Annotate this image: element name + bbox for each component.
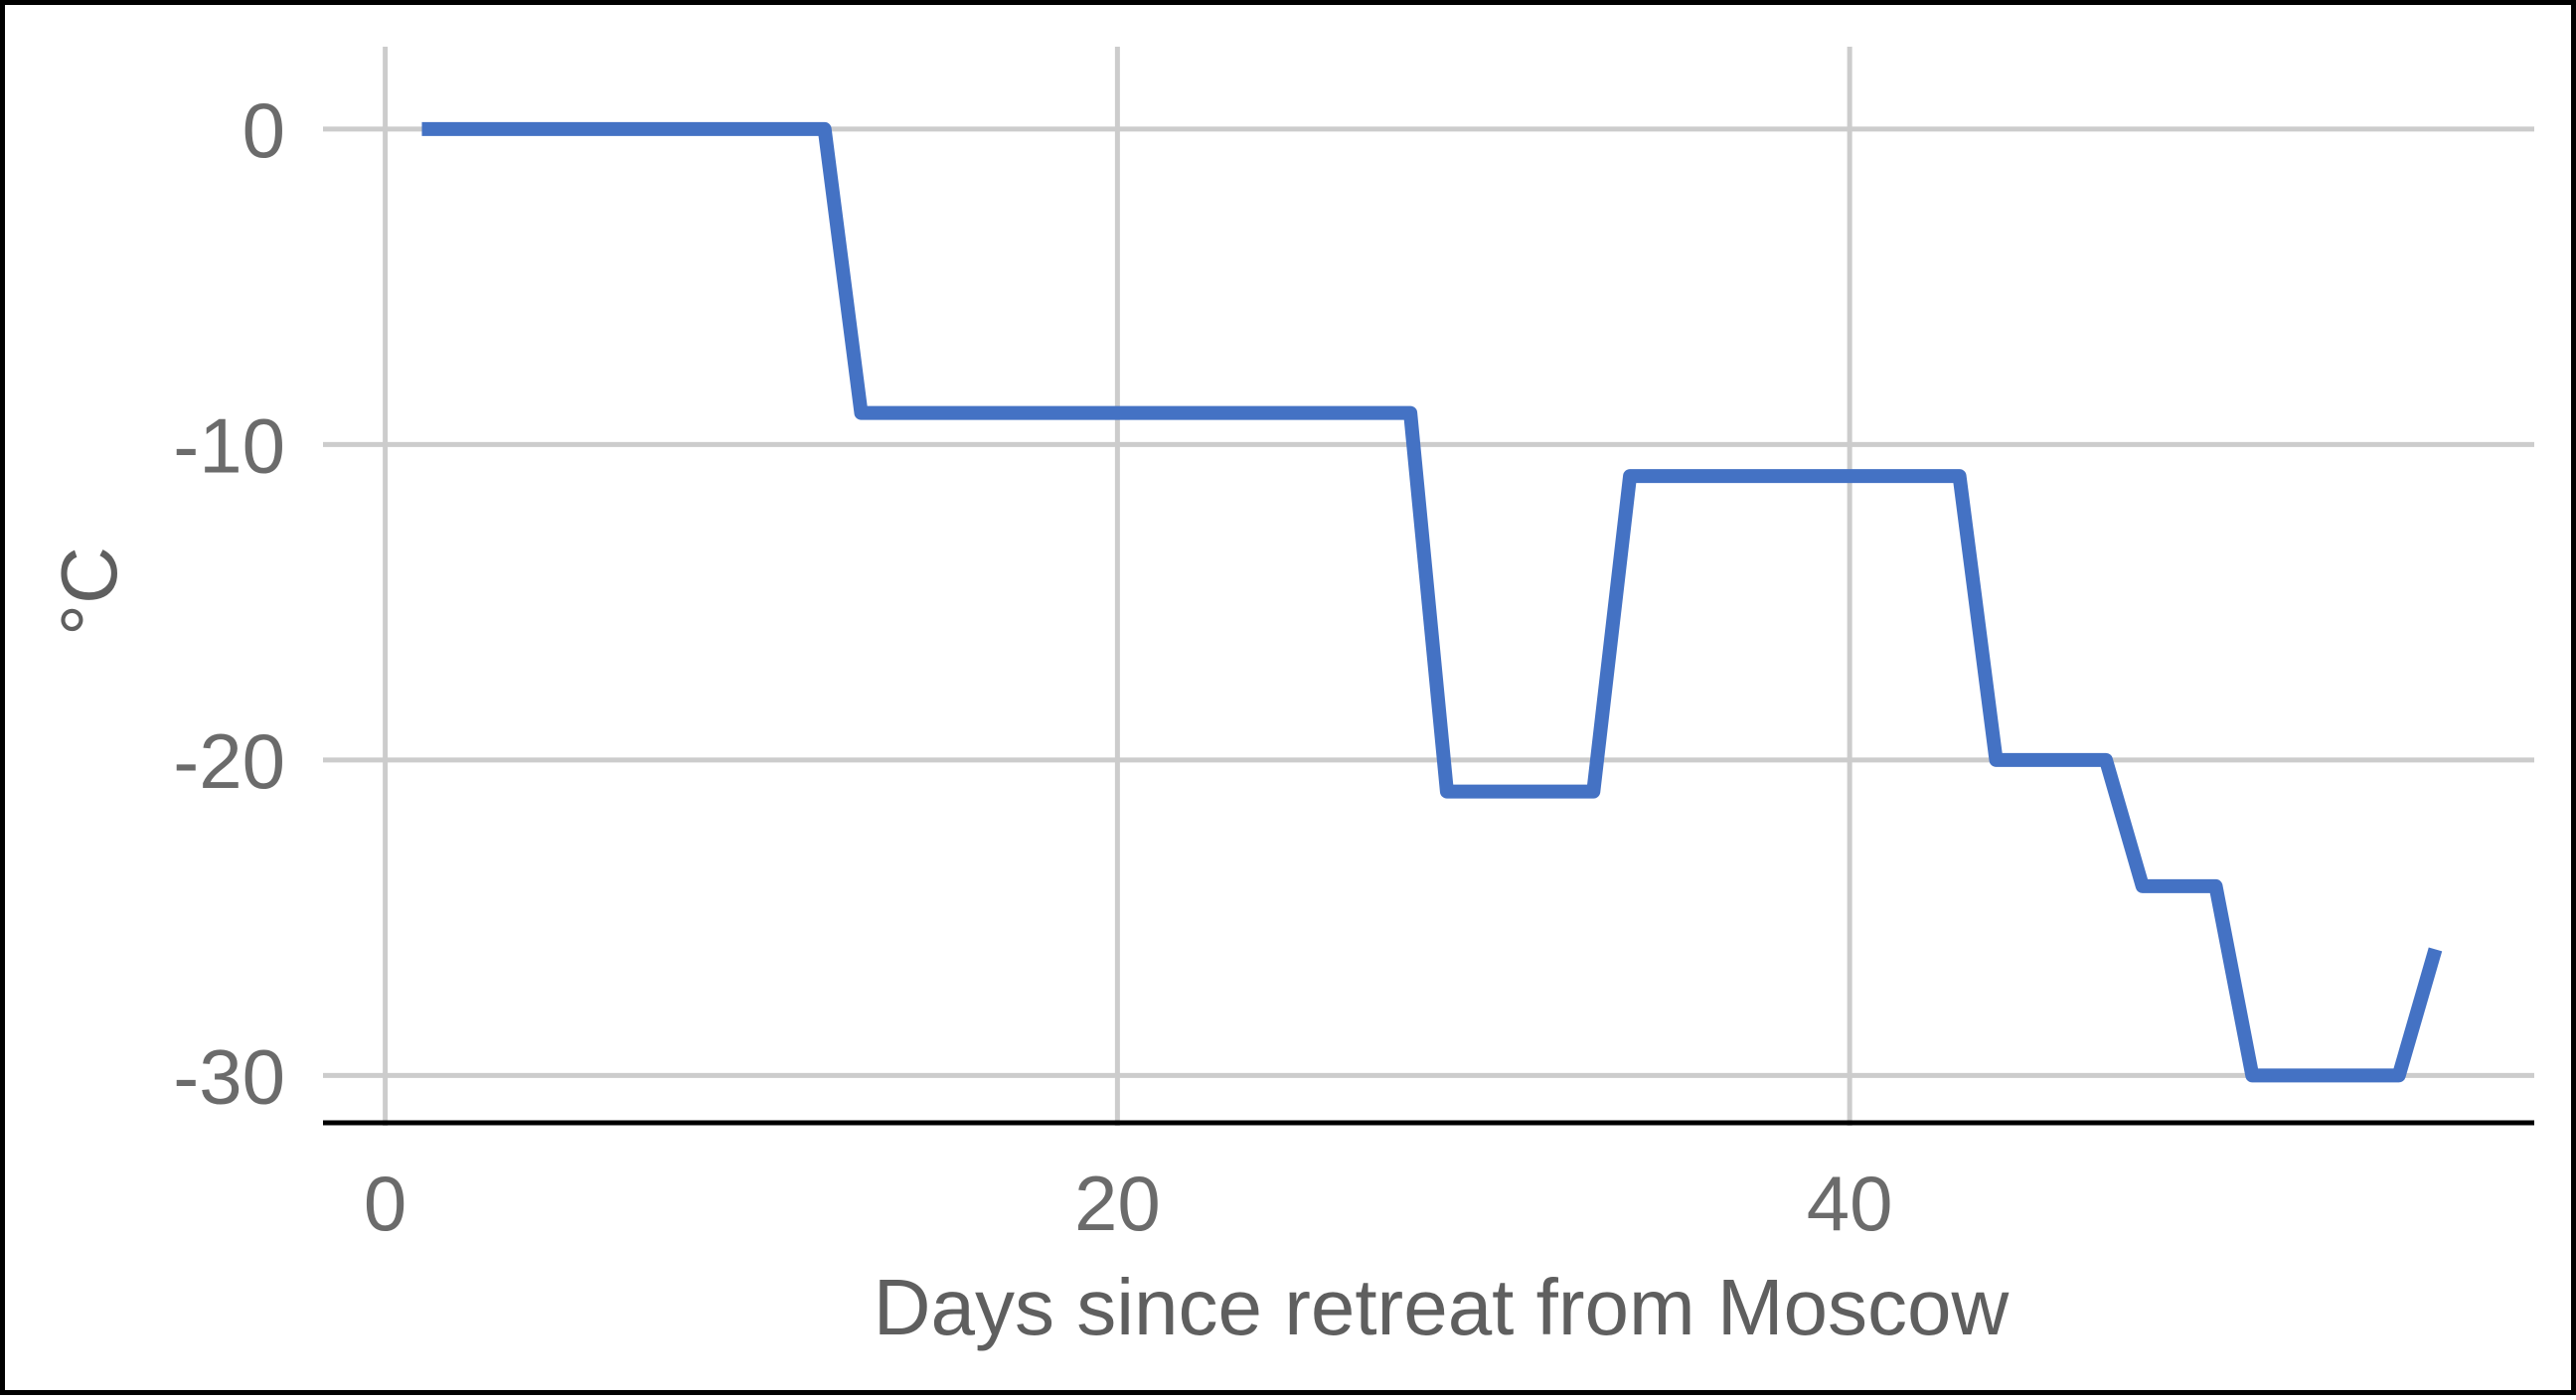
series-line — [421, 121, 2443, 1083]
y-tick-label: 0 — [242, 86, 285, 174]
x-tick-label: 20 — [1074, 1160, 1161, 1247]
y-axis-title: °C — [45, 546, 133, 636]
y-tick-label: -10 — [173, 401, 285, 489]
y-tick-label: -30 — [173, 1032, 285, 1120]
x-tick-label: 0 — [364, 1160, 406, 1247]
temperature-line-chart: 0 -10 -20 -30 0 20 40 Days since retreat from … — [45, 47, 2534, 1351]
gridlines — [323, 47, 2534, 1126]
x-axis-title: Days since retreat from Moscow — [874, 1263, 2010, 1351]
series-layer — [421, 121, 2443, 1083]
tick-labels: 0 -10 -20 -30 0 20 40 — [173, 86, 1892, 1247]
y-tick-label: -20 — [173, 717, 285, 805]
x-tick-label: 40 — [1807, 1160, 1893, 1247]
